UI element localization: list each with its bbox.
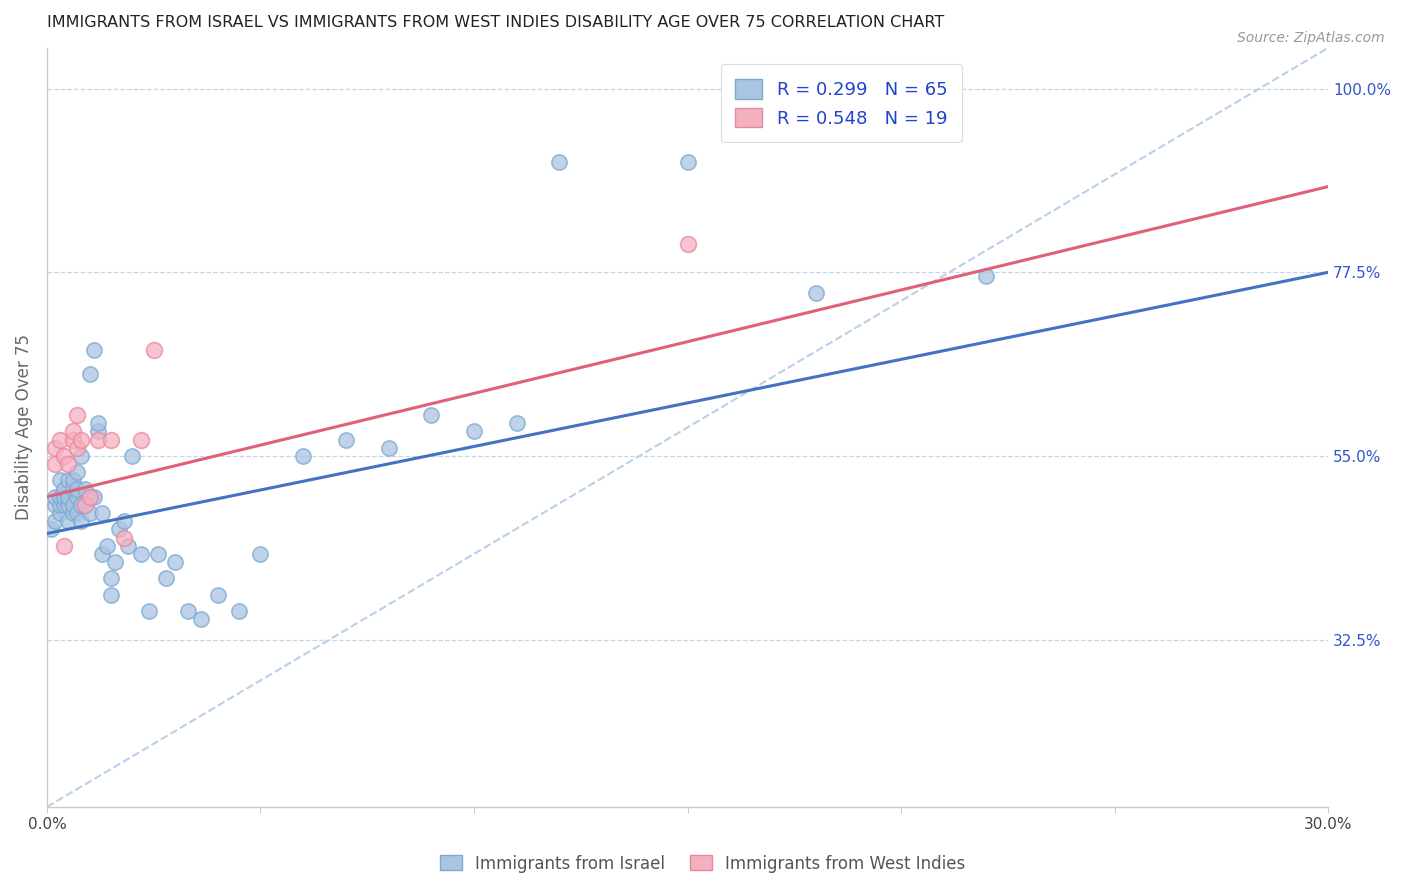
Point bbox=[676, 236, 699, 251]
Point bbox=[75, 498, 97, 512]
Point bbox=[79, 490, 101, 504]
Point bbox=[48, 490, 70, 504]
Point bbox=[377, 441, 399, 455]
Point bbox=[96, 539, 118, 553]
Point bbox=[548, 155, 571, 169]
Point bbox=[70, 433, 93, 447]
Point bbox=[100, 433, 122, 447]
Point bbox=[52, 449, 75, 463]
Point bbox=[87, 425, 110, 439]
Point bbox=[117, 539, 139, 553]
Point bbox=[87, 433, 110, 447]
Point bbox=[100, 571, 122, 585]
Point bbox=[155, 571, 177, 585]
Point bbox=[44, 490, 66, 504]
Point bbox=[44, 514, 66, 528]
Point bbox=[83, 490, 105, 504]
Point bbox=[62, 498, 84, 512]
Point bbox=[58, 490, 80, 504]
Point bbox=[66, 506, 89, 520]
Point bbox=[44, 498, 66, 512]
Point bbox=[87, 417, 110, 431]
Point bbox=[79, 506, 101, 520]
Point bbox=[52, 482, 75, 496]
Legend: Immigrants from Israel, Immigrants from West Indies: Immigrants from Israel, Immigrants from … bbox=[433, 848, 973, 880]
Point bbox=[62, 425, 84, 439]
Point bbox=[58, 474, 80, 488]
Point bbox=[66, 490, 89, 504]
Legend: R = 0.299   N = 65, R = 0.548   N = 19: R = 0.299 N = 65, R = 0.548 N = 19 bbox=[721, 64, 962, 142]
Point bbox=[66, 482, 89, 496]
Point bbox=[48, 474, 70, 488]
Point bbox=[676, 155, 699, 169]
Point bbox=[91, 547, 114, 561]
Point bbox=[66, 465, 89, 479]
Point bbox=[142, 343, 165, 357]
Point bbox=[138, 604, 160, 618]
Point bbox=[104, 555, 127, 569]
Point bbox=[44, 441, 66, 455]
Point bbox=[58, 457, 80, 471]
Point bbox=[62, 433, 84, 447]
Point bbox=[66, 441, 89, 455]
Point bbox=[70, 449, 93, 463]
Point bbox=[52, 539, 75, 553]
Point bbox=[70, 498, 93, 512]
Point bbox=[463, 425, 485, 439]
Point bbox=[66, 408, 89, 422]
Point bbox=[48, 498, 70, 512]
Point bbox=[335, 433, 357, 447]
Text: Source: ZipAtlas.com: Source: ZipAtlas.com bbox=[1237, 31, 1385, 45]
Point bbox=[129, 433, 152, 447]
Point bbox=[177, 604, 200, 618]
Text: IMMIGRANTS FROM ISRAEL VS IMMIGRANTS FROM WEST INDIES DISABILITY AGE OVER 75 COR: IMMIGRANTS FROM ISRAEL VS IMMIGRANTS FRO… bbox=[46, 15, 945, 30]
Point bbox=[292, 449, 315, 463]
Point bbox=[249, 547, 271, 561]
Point bbox=[75, 482, 97, 496]
Point bbox=[420, 408, 443, 422]
Point bbox=[163, 555, 186, 569]
Point bbox=[62, 482, 84, 496]
Point bbox=[58, 514, 80, 528]
Point bbox=[190, 612, 212, 626]
Point bbox=[112, 531, 135, 545]
Point bbox=[804, 285, 827, 300]
Point bbox=[83, 343, 105, 357]
Y-axis label: Disability Age Over 75: Disability Age Over 75 bbox=[15, 334, 32, 520]
Point bbox=[129, 547, 152, 561]
Point bbox=[79, 368, 101, 382]
Point bbox=[207, 588, 229, 602]
Point bbox=[79, 490, 101, 504]
Point bbox=[976, 269, 998, 284]
Point bbox=[121, 449, 143, 463]
Point bbox=[52, 498, 75, 512]
Point bbox=[75, 498, 97, 512]
Point bbox=[48, 433, 70, 447]
Point bbox=[505, 417, 527, 431]
Point bbox=[108, 523, 131, 537]
Point bbox=[70, 514, 93, 528]
Point bbox=[146, 547, 169, 561]
Point bbox=[112, 514, 135, 528]
Point bbox=[48, 506, 70, 520]
Point bbox=[58, 498, 80, 512]
Point bbox=[228, 604, 250, 618]
Point bbox=[44, 457, 66, 471]
Point bbox=[62, 506, 84, 520]
Point bbox=[91, 506, 114, 520]
Point bbox=[100, 588, 122, 602]
Point bbox=[39, 523, 62, 537]
Point bbox=[52, 490, 75, 504]
Point bbox=[62, 474, 84, 488]
